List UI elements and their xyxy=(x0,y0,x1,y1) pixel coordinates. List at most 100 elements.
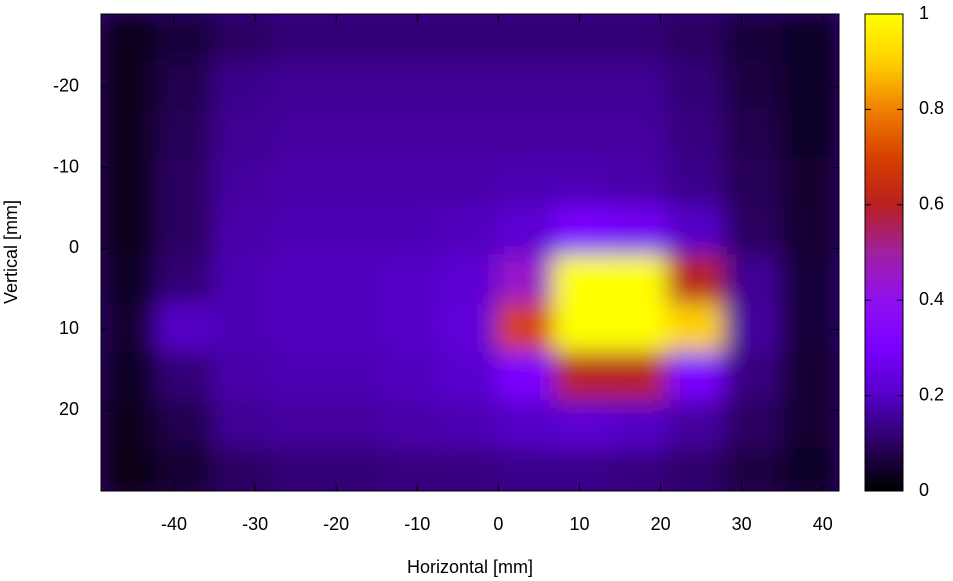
heatmap-cell xyxy=(382,60,444,114)
heatmap-cell xyxy=(212,157,274,211)
heatmap-cell xyxy=(496,14,558,65)
heatmap-cell xyxy=(101,60,160,114)
heatmap-cell xyxy=(269,448,331,491)
heatmap-cell xyxy=(666,254,728,308)
heatmap-cell xyxy=(553,400,614,453)
x-tick-label: 30 xyxy=(732,514,752,534)
heatmap-cell xyxy=(326,109,387,162)
heatmap-cell xyxy=(553,254,614,308)
y-tick-label: -20 xyxy=(53,76,79,96)
heatmap-cell xyxy=(326,157,387,211)
heatmap-cell xyxy=(326,254,387,308)
heatmap-cell xyxy=(666,14,728,65)
colorbar-tick-label: 0 xyxy=(919,480,929,500)
heatmap-cell xyxy=(212,60,274,114)
heatmap-cell xyxy=(496,109,558,162)
heatmap-cell xyxy=(382,206,444,259)
heatmap-cell xyxy=(326,60,387,114)
heatmap-cell xyxy=(723,109,785,162)
heatmap-cell xyxy=(553,351,614,405)
heatmap-cell xyxy=(155,206,217,259)
heatmap-cell xyxy=(382,400,444,453)
heatmap-cell xyxy=(212,254,274,308)
heatmap-cell xyxy=(723,351,785,405)
heatmap-cell xyxy=(212,400,274,453)
heatmap-cell xyxy=(439,254,501,308)
heatmap-cell xyxy=(553,206,614,259)
heatmap-cell xyxy=(101,206,160,259)
heatmap-cell xyxy=(553,14,614,65)
heatmap-cell xyxy=(723,254,785,308)
heatmap-cell xyxy=(101,254,160,308)
heatmap-cell xyxy=(723,303,785,356)
heatmap-cell xyxy=(212,109,274,162)
heatmap-cell xyxy=(439,60,501,114)
heatmap-cell xyxy=(496,303,558,356)
heatmap-cell xyxy=(496,254,558,308)
heatmap-cell xyxy=(439,448,501,491)
heatmap-cell xyxy=(496,351,558,405)
heatmap-cell xyxy=(609,303,671,356)
x-tick-label: -30 xyxy=(242,514,268,534)
colorbar-tick-label: 0.6 xyxy=(919,194,944,214)
heatmap-cell xyxy=(212,448,274,491)
y-axis-label: Vertical [mm] xyxy=(1,200,21,304)
y-tick-label: -10 xyxy=(53,156,79,176)
heatmap-cell xyxy=(666,109,728,162)
x-tick-label: -10 xyxy=(404,514,430,534)
heatmap-cell xyxy=(553,448,614,491)
heatmap-cell xyxy=(666,157,728,211)
heatmap-cell xyxy=(326,400,387,453)
heatmap-cell xyxy=(609,400,671,453)
heatmap-cell xyxy=(553,109,614,162)
heatmap-cell xyxy=(101,157,160,211)
x-tick-label: 20 xyxy=(651,514,671,534)
heatmap-cell xyxy=(780,351,839,405)
heatmap-cell xyxy=(269,206,331,259)
heatmap xyxy=(101,14,839,491)
heatmap-cell xyxy=(496,157,558,211)
heatmap-cell xyxy=(382,303,444,356)
heatmap-cell xyxy=(723,206,785,259)
heatmap-cell xyxy=(155,109,217,162)
heatmap-cell xyxy=(723,448,785,491)
heatmap-cell xyxy=(780,60,839,114)
heatmap-cell xyxy=(439,303,501,356)
heatmap-cell xyxy=(155,303,217,356)
heatmap-cell xyxy=(496,448,558,491)
heatmap-cell xyxy=(326,303,387,356)
heatmap-cell xyxy=(382,14,444,65)
heatmap-cell xyxy=(326,14,387,65)
heatmap-cell xyxy=(780,14,839,65)
y-tick-label: 0 xyxy=(69,237,79,257)
heatmap-cell xyxy=(780,157,839,211)
heatmap-cell xyxy=(723,14,785,65)
heatmap-cell xyxy=(155,157,217,211)
heatmap-cell xyxy=(666,60,728,114)
heatmap-cell xyxy=(326,448,387,491)
heatmap-cell xyxy=(666,400,728,453)
heatmap-cell xyxy=(553,60,614,114)
heatmap-cell xyxy=(269,60,331,114)
colorbar-tick-label: 0.2 xyxy=(919,384,944,404)
x-tick-label: -40 xyxy=(161,514,187,534)
heatmap-cell xyxy=(439,157,501,211)
heatmap-cell xyxy=(269,157,331,211)
heatmap-cell xyxy=(269,109,331,162)
heatmap-cell xyxy=(609,254,671,308)
heatmap-cell xyxy=(666,448,728,491)
heatmap-cell xyxy=(212,351,274,405)
heatmap-cell xyxy=(101,351,160,405)
x-tick-label: 10 xyxy=(569,514,589,534)
heatmap-cell xyxy=(666,206,728,259)
x-tick-label: 0 xyxy=(493,514,503,534)
heatmap-cell xyxy=(553,157,614,211)
heatmap-cell xyxy=(326,206,387,259)
heatmap-cell xyxy=(496,60,558,114)
heatmap-cell xyxy=(101,109,160,162)
heatmap-cell xyxy=(212,206,274,259)
heatmap-cell xyxy=(780,254,839,308)
heatmap-cell xyxy=(155,254,217,308)
heatmap-cell xyxy=(496,400,558,453)
